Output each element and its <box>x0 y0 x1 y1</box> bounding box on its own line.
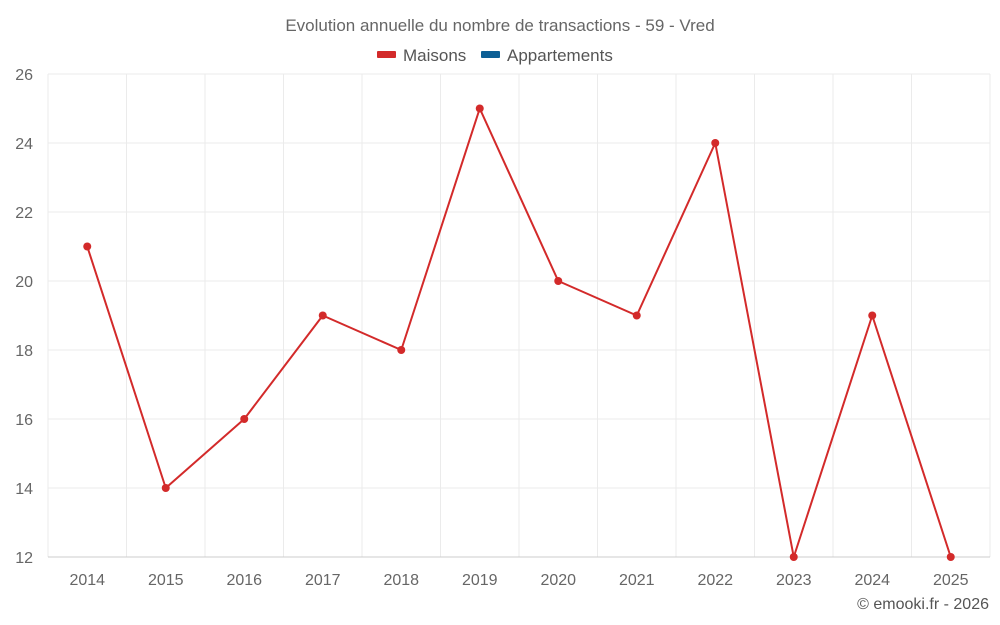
data-point <box>397 346 406 354</box>
legend-label-maisons: Maisons <box>403 46 466 65</box>
x-tick-label: 2018 <box>383 572 419 589</box>
x-tick-label: 2022 <box>697 572 733 589</box>
x-tick-label: 2024 <box>854 572 890 589</box>
data-point <box>161 484 170 492</box>
series-line-maisons <box>86 107 952 558</box>
data-point <box>475 104 484 113</box>
y-tick-label: 20 <box>15 274 33 291</box>
data-point <box>554 277 563 285</box>
legend-swatch-appartements <box>481 51 500 58</box>
x-tick-label: 2019 <box>462 572 498 589</box>
x-tick-label: 2020 <box>540 572 576 589</box>
x-tick-label: 2021 <box>619 572 655 589</box>
data-point <box>789 553 798 561</box>
x-tick-label: 2017 <box>305 572 341 589</box>
data-point <box>711 139 720 147</box>
data-point <box>318 311 327 320</box>
x-tick-label: 2025 <box>933 572 969 589</box>
series-group <box>83 104 955 561</box>
data-point <box>83 242 92 251</box>
credit-text: © emooki.fr - 2026 <box>857 596 989 613</box>
chart-title: Evolution annuelle du nombre de transact… <box>285 16 714 35</box>
x-tick-label: 2014 <box>69 572 105 589</box>
x-tick-label: 2016 <box>226 572 262 589</box>
y-tick-label: 22 <box>15 205 33 222</box>
x-tick-label: 2015 <box>148 572 184 589</box>
data-point <box>632 311 641 320</box>
y-tick-label: 24 <box>15 136 33 153</box>
y-tick-label: 12 <box>15 550 33 567</box>
y-axis-ticks: 12 14 16 18 20 22 24 26 <box>15 67 33 567</box>
y-tick-label: 18 <box>15 343 33 360</box>
y-tick-label: 26 <box>15 67 33 84</box>
y-tick-label: 16 <box>15 412 33 429</box>
x-axis-ticks: 2014 2015 2016 2017 2018 2019 2020 2021 2022 2023… <box>69 572 968 589</box>
data-point <box>946 553 955 561</box>
data-point <box>868 311 877 320</box>
x-gridlines <box>47 74 991 557</box>
data-point <box>240 415 249 423</box>
y-tick-label: 14 <box>15 481 33 498</box>
x-tick-label: 2023 <box>776 572 812 589</box>
legend-label-appartements: Appartements <box>507 46 613 65</box>
legend-swatch-maisons <box>377 51 396 58</box>
legend: Maisons Appartements <box>377 46 613 65</box>
